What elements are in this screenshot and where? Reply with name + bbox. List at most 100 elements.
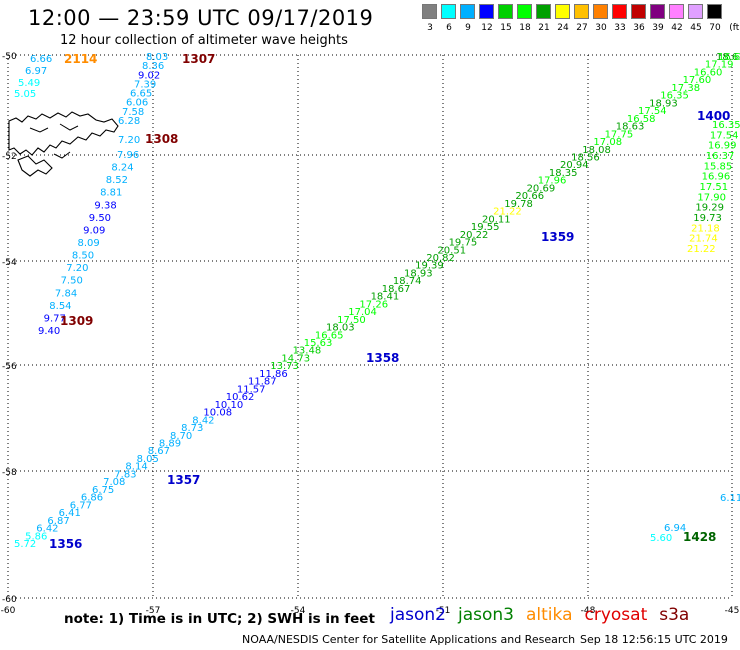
pass-id: 1400 <box>697 109 730 123</box>
longitude-label: -57 <box>146 606 161 616</box>
falkland-islands-coastline <box>8 111 119 177</box>
legend-value: 24 <box>557 23 569 33</box>
wave-height-value: 7.20 <box>118 135 140 146</box>
wave-height-value: 21.18 <box>691 223 720 234</box>
wave-height-value: 17.54 <box>710 130 739 141</box>
legend-swatch <box>631 4 646 19</box>
wave-height-value: 16.6 <box>718 52 740 63</box>
legend-value: 9 <box>465 23 471 33</box>
map-subtitle: 12 hour collection of altimeter wave hei… <box>60 33 348 48</box>
wave-height-value: 17.08 <box>593 137 622 148</box>
wave-height-value: 7.39 <box>134 79 156 90</box>
latitude-label: -56 <box>2 362 17 372</box>
pass-id: 1308 <box>145 132 178 146</box>
wave-height-value: 8.81 <box>100 188 122 199</box>
wave-height-value: 7.96 <box>117 150 139 161</box>
wave-height-value: 8.73 <box>181 423 203 434</box>
wave-height-value: 19.29 <box>695 203 724 214</box>
wave-height-value: 8.89 <box>159 439 181 450</box>
wave-height-value: 7.83 <box>114 469 136 480</box>
wave-height-value: 8.70 <box>170 431 192 442</box>
wave-height-value: 5.72 <box>14 539 36 550</box>
wave-height-value: 6.94 <box>664 523 686 534</box>
longitude-label: -45 <box>725 606 740 616</box>
wave-height-value: 9.02 <box>138 70 160 81</box>
wave-height-value: 8.03 <box>146 52 168 63</box>
wave-height-value: 9.77 <box>44 313 66 324</box>
pass-id: 1309 <box>60 314 93 328</box>
legend-swatch <box>498 4 513 19</box>
wave-height-value: 9.40 <box>38 326 60 337</box>
wave-height-value: 18.74 <box>393 276 422 287</box>
wave-height-value: 17.54 <box>638 106 667 117</box>
wave-height-value: 21.22 <box>687 244 716 255</box>
wave-height-value: 16.35 <box>712 120 740 131</box>
wave-height-value: 17.04 <box>348 307 377 318</box>
wave-height-value: 19.78 <box>504 199 533 210</box>
latitude-label: -52 <box>2 152 17 162</box>
legend-value: 27 <box>576 23 588 33</box>
map-title: 12:00 — 23:59 UTC 09/17/2019 <box>28 6 374 30</box>
wave-height-value: 17.96 <box>538 176 567 187</box>
wave-height-value: 16.99 <box>708 141 737 152</box>
wave-height-value: 6.66 <box>30 54 52 65</box>
satellite-name: cryosat <box>584 605 648 625</box>
wave-height-value: 5.49 <box>18 78 40 89</box>
wave-height-value: 20.11 <box>482 214 511 225</box>
wave-height-value: 21.22 <box>493 207 522 218</box>
wave-height-value: 16.65 <box>315 330 344 341</box>
wave-height-value: 17.26 <box>359 299 388 310</box>
legend-value: 21 <box>538 23 550 33</box>
wave-height-value: 10.08 <box>203 408 232 419</box>
legend-swatch <box>441 4 456 19</box>
wave-height-value: 17.75 <box>605 129 634 140</box>
wave-height-value: 17.90 <box>697 192 726 203</box>
satellite-name: jason3 <box>458 605 514 625</box>
wave-height-value: 5.60 <box>650 533 672 544</box>
wave-height-value: 16.58 <box>627 114 656 125</box>
wave-height-value: 13.48 <box>293 346 322 357</box>
legend-value: 39 <box>652 23 664 33</box>
legend-swatch <box>574 4 589 19</box>
wave-height-value: 8.36 <box>142 61 164 72</box>
wave-height-value: 17.19 <box>705 60 734 71</box>
legend-swatch <box>536 4 551 19</box>
legend-value: 15 <box>500 23 512 33</box>
latitude-label: -54 <box>2 258 17 268</box>
wave-height-value: 20.69 <box>527 183 556 194</box>
wave-height-value: 21.74 <box>689 234 718 245</box>
wave-height-value: 18.41 <box>371 292 400 303</box>
wave-height-value: 8.54 <box>49 301 71 312</box>
wave-height-value: 6.28 <box>118 116 140 127</box>
wave-height-value: 6.86 <box>81 493 103 504</box>
wave-height-value: 18.63 <box>616 122 645 133</box>
wave-height-value: 18.67 <box>382 284 411 295</box>
wave-height-value: 8.52 <box>106 175 128 186</box>
wave-height-labels: 6.666.975.495.05 8.038.369.027.396.656.06… <box>14 52 740 551</box>
legend-value: 30 <box>595 23 607 33</box>
wave-height-value: 11.57 <box>237 384 266 395</box>
pass-id: 1359 <box>541 230 574 244</box>
wave-height-value: 10.62 <box>226 392 255 403</box>
pass-id: 2114 <box>64 52 97 66</box>
satellite-key: jason2 jason3 altika cryosat s3a <box>390 605 701 625</box>
wave-height-value: 7.58 <box>122 107 144 118</box>
wave-height-value: 17.50 <box>337 315 366 326</box>
footnote: note: 1) Time is in UTC; 2) SWH is in fe… <box>64 611 375 627</box>
legend-swatch <box>593 4 608 19</box>
satellite-name: altika <box>526 605 573 625</box>
lat-lon-grid: -50 -52 -54 -56 -58 -60-60 -57 -54 -51 -48 -45 <box>1 52 740 616</box>
wave-height-value: 8.50 <box>72 251 94 262</box>
legend-swatch <box>650 4 665 19</box>
wave-height-value: 6.42 <box>36 524 58 535</box>
legend-swatch <box>422 4 437 19</box>
wave-height-value: 6.06 <box>126 98 148 109</box>
legend-value: 42 <box>671 23 683 33</box>
legend-value: 36 <box>633 23 645 33</box>
wave-height-value: 8.09 <box>78 238 100 249</box>
latitude-label: -60 <box>2 595 17 605</box>
legend-value: 70 <box>709 23 721 33</box>
wave-height-value: 8.24 <box>111 163 133 174</box>
legend-value: 12 <box>481 23 493 33</box>
